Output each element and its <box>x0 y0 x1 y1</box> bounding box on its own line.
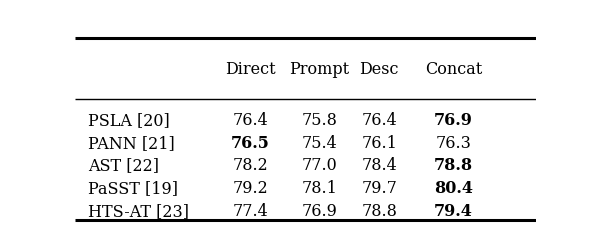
Text: 76.4: 76.4 <box>232 112 268 129</box>
Text: 78.8: 78.8 <box>361 203 398 220</box>
Text: 76.9: 76.9 <box>302 203 337 220</box>
Text: 76.9: 76.9 <box>434 112 473 129</box>
Text: 78.4: 78.4 <box>362 157 397 174</box>
Text: 76.1: 76.1 <box>361 135 398 152</box>
Text: 76.3: 76.3 <box>435 135 471 152</box>
Text: 75.8: 75.8 <box>302 112 337 129</box>
Text: PANN [21]: PANN [21] <box>88 135 175 152</box>
Text: PaSST [19]: PaSST [19] <box>88 180 178 197</box>
Text: 79.7: 79.7 <box>361 180 398 197</box>
Text: 79.2: 79.2 <box>232 180 268 197</box>
Text: 77.4: 77.4 <box>232 203 268 220</box>
Text: 78.1: 78.1 <box>302 180 337 197</box>
Text: Desc: Desc <box>359 60 399 78</box>
Text: 77.0: 77.0 <box>302 157 337 174</box>
Text: 75.4: 75.4 <box>302 135 337 152</box>
Text: 80.4: 80.4 <box>434 180 473 197</box>
Text: 78.2: 78.2 <box>232 157 268 174</box>
Text: 76.5: 76.5 <box>231 135 269 152</box>
Text: HTS-AT [23]: HTS-AT [23] <box>88 203 190 220</box>
Text: PSLA [20]: PSLA [20] <box>88 112 170 129</box>
Text: Prompt: Prompt <box>289 60 349 78</box>
Text: 79.4: 79.4 <box>434 203 473 220</box>
Text: 76.4: 76.4 <box>362 112 397 129</box>
Text: AST [22]: AST [22] <box>88 157 159 174</box>
Text: Concat: Concat <box>424 60 482 78</box>
Text: Direct: Direct <box>225 60 275 78</box>
Text: 78.8: 78.8 <box>434 157 473 174</box>
